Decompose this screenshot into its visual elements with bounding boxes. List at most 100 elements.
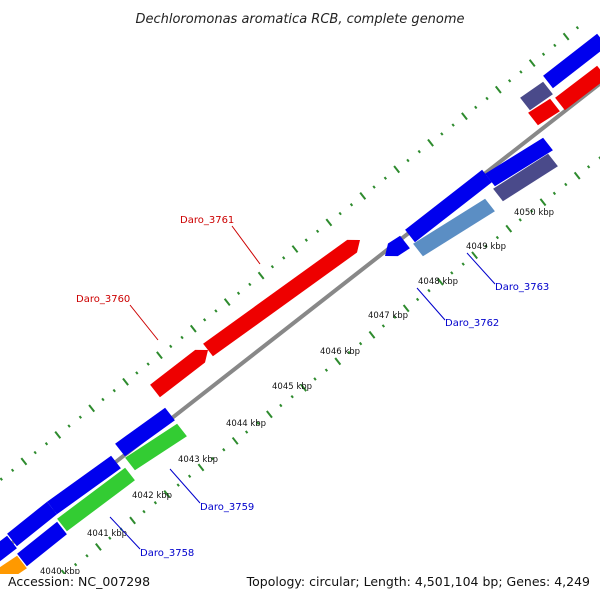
gc-dot	[588, 18, 590, 20]
gene-feature	[528, 98, 560, 126]
gc-dot	[248, 282, 252, 287]
backbone-strand	[0, 81, 600, 555]
gene-label-daro-3761: Daro_3761	[180, 215, 234, 226]
gc-dot	[73, 562, 78, 567]
gc-dot	[495, 235, 500, 240]
gc-dot	[10, 468, 15, 473]
gc-dot	[291, 245, 299, 253]
gc-dot	[471, 251, 478, 260]
gc-dot	[586, 165, 591, 169]
gc-dot	[402, 304, 410, 313]
gc-dot	[562, 32, 570, 41]
gc-dot	[163, 489, 171, 498]
gc-dot	[156, 351, 163, 360]
gc-dot	[573, 171, 581, 180]
gene-feature	[413, 198, 495, 257]
gc-dot	[108, 536, 112, 540]
gc-dot	[598, 156, 600, 160]
gene-label-daro-3758: Daro_3758	[140, 548, 194, 559]
gc-dot	[406, 158, 410, 163]
gene-feature	[47, 455, 121, 515]
gc-dot	[505, 224, 513, 233]
tick-label: 4046 kbp	[320, 347, 360, 357]
gc-dot	[78, 415, 83, 419]
accession-text: Accession: NC_007298	[8, 574, 150, 589]
gc-dot	[85, 554, 89, 558]
gc-dot	[231, 436, 239, 445]
gc-dot	[437, 277, 444, 286]
gene-label-leader	[231, 225, 261, 265]
gc-dot	[541, 52, 546, 56]
gc-dot	[324, 368, 329, 372]
gc-dot	[383, 176, 388, 180]
gc-dot	[529, 209, 534, 213]
gc-dot	[202, 318, 207, 322]
gc-dot	[494, 85, 502, 94]
tick-label: 4044 kbp	[226, 419, 266, 429]
gc-skew-dots	[0, 18, 600, 574]
gene-daro-3760	[150, 349, 208, 398]
gc-dot	[485, 96, 489, 101]
gc-dot	[381, 324, 386, 328]
tick-label: 4040 kbp	[40, 567, 80, 577]
gc-dot	[461, 262, 465, 266]
gc-dot	[112, 388, 116, 393]
gene-feature	[115, 407, 175, 457]
gc-dot	[368, 330, 376, 339]
gc-dot	[564, 182, 568, 187]
scale-ticks: 4040 kbp 4041 kbp 4042 kbp 4043 kbp 4044 kbp…	[40, 208, 554, 577]
gc-dot	[393, 165, 401, 174]
gc-dot	[135, 371, 139, 375]
gc-dot	[67, 424, 71, 428]
gc-dot	[325, 218, 333, 227]
gc-dot	[334, 357, 342, 366]
gc-dot	[372, 185, 376, 189]
gc-dot	[451, 123, 455, 127]
gc-dot	[282, 256, 286, 260]
gc-dot	[122, 377, 129, 386]
gc-dot	[415, 297, 420, 302]
gc-dot	[153, 501, 158, 505]
gc-dot	[197, 463, 205, 472]
tick-label: 4043 kbp	[178, 455, 218, 465]
gc-dot	[528, 59, 536, 68]
gc-dot	[315, 229, 320, 234]
gc-dot	[484, 244, 488, 249]
gc-dot	[338, 211, 342, 216]
gc-dot	[256, 421, 260, 425]
gc-dot	[507, 79, 512, 83]
gc-dot	[304, 238, 308, 242]
gc-dot	[552, 191, 557, 196]
gene-feature	[7, 501, 57, 547]
gene-label-daro-3759: Daro_3759	[200, 502, 254, 513]
gc-dot	[142, 509, 146, 514]
gc-dot	[244, 430, 249, 434]
gc-dot	[290, 394, 294, 399]
gc-dot	[101, 397, 105, 402]
tick-label: 4042 kbp	[132, 491, 172, 501]
gc-dot	[54, 430, 62, 439]
gc-dot	[176, 483, 180, 487]
gc-dot	[519, 70, 523, 74]
gc-dot	[214, 309, 218, 313]
gene-feature	[543, 33, 600, 89]
gc-dot	[210, 456, 215, 461]
gc-dot	[33, 450, 37, 455]
gc-dot	[300, 383, 307, 392]
gene-label-leader	[466, 252, 496, 285]
gene-feature	[17, 521, 67, 567]
gene-label-daro-3762: Daro_3762	[445, 318, 499, 329]
gc-dot	[417, 149, 421, 154]
tick-label: 4045 kbp	[272, 382, 312, 392]
genome-summary-text: Topology: circular; Length: 4,501,104 bp…	[246, 574, 590, 589]
gc-dot	[95, 543, 102, 551]
gene-feature	[520, 81, 553, 111]
gc-dot	[575, 25, 580, 30]
gene-daro-3762	[385, 235, 410, 257]
gc-dot	[0, 477, 3, 481]
gc-dot	[461, 112, 468, 121]
gene-label-leader	[129, 304, 159, 341]
genome-title: Dechloromonas aromatica RCB, complete ge…	[135, 12, 464, 27]
gc-dot	[393, 315, 397, 319]
